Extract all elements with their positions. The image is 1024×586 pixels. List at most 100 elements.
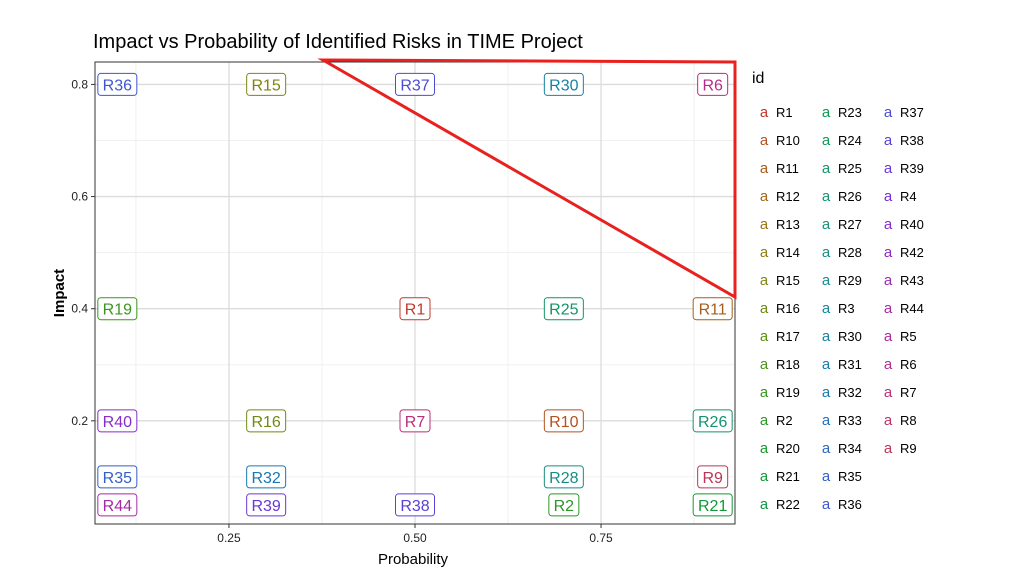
legend-column: a R1 a R10 a R11 a R12 a R13 a R14 a R15 a R16 a R17 a R18 a… xyxy=(752,98,804,518)
data-label-box xyxy=(246,72,287,96)
legend-item-r15: a R15 xyxy=(752,266,804,294)
legend-label: R44 xyxy=(900,300,924,316)
legend-item-r27: a R27 xyxy=(814,210,866,238)
legend-column: a R37 a R38 a R39 a R4 a R40 a R42 a R43 a R44 a R5 a R6 a R7… xyxy=(876,98,928,518)
legend-item-r1: a R1 xyxy=(752,98,804,126)
legend-columns: a R1 a R10 a R11 a R12 a R13 a R14 a R15 a R16 a R17 a R18 a… xyxy=(752,98,928,518)
legend-label: R24 xyxy=(838,132,862,148)
legend-label: R16 xyxy=(776,300,800,316)
chart-title: Impact vs Probability of Identified Risk… xyxy=(93,31,583,53)
legend-key: a xyxy=(883,187,893,205)
data-point-r1: R1 xyxy=(399,297,431,321)
legend-item-r44: a R44 xyxy=(876,294,928,322)
data-point-r26: R26 xyxy=(692,409,733,433)
legend-label: R11 xyxy=(776,160,799,176)
legend-item-r21: a R21 xyxy=(752,462,804,490)
legend-label: R35 xyxy=(838,468,862,484)
legend-label: R43 xyxy=(900,272,924,288)
legend-key: a xyxy=(759,187,769,205)
legend-item-r10: a R10 xyxy=(752,126,804,154)
legend-title: id xyxy=(752,70,765,87)
data-point-r32: R32 xyxy=(246,465,287,489)
grid-layer xyxy=(95,62,735,524)
data-point-r2: R2 xyxy=(548,493,580,517)
data-point-r16: R16 xyxy=(246,409,287,433)
x-tick-label: 0.75 xyxy=(589,531,613,545)
data-point-r37: R37 xyxy=(395,72,435,96)
legend-item-r22: a R22 xyxy=(752,490,804,518)
legend-key: a xyxy=(759,131,769,149)
data-point-r28: R28 xyxy=(543,465,584,489)
legend-label: R3 xyxy=(838,300,855,316)
legend-item-r23: a R23 xyxy=(814,98,866,126)
legend-key: a xyxy=(821,103,831,121)
legend-item-r28: a R28 xyxy=(814,238,866,266)
legend-key: a xyxy=(821,327,831,345)
legend-item-r2: a R2 xyxy=(752,406,804,434)
data-point-r44: R44 xyxy=(97,493,138,517)
legend-item-r24: a R24 xyxy=(814,126,866,154)
data-label: R40 xyxy=(103,414,132,431)
legend-label: R29 xyxy=(838,272,862,288)
legend-item-r19: a R19 xyxy=(752,378,804,406)
legend-key: a xyxy=(821,439,831,457)
legend-label: R21 xyxy=(776,468,800,484)
data-label-box xyxy=(543,297,584,321)
legend-item-r12: a R12 xyxy=(752,182,804,210)
legend-item-r17: a R17 xyxy=(752,322,804,350)
data-point-r19: R19 xyxy=(97,297,138,321)
legend-label: R39 xyxy=(900,160,924,176)
data-label-box xyxy=(97,465,138,489)
red-triangle-annotation xyxy=(317,58,737,300)
y-axis-label: Impact xyxy=(51,269,68,317)
data-label-box xyxy=(97,297,138,321)
legend-column: a R23 a R24 a R25 a R26 a R27 a R28 a R29 a R3 a R30 a R31 a… xyxy=(814,98,866,518)
legend-item-r20: a R20 xyxy=(752,434,804,462)
legend-key: a xyxy=(821,411,831,429)
legend-item-r13: a R13 xyxy=(752,210,804,238)
legend-label: R12 xyxy=(776,188,800,204)
legend-label: R18 xyxy=(776,356,800,372)
legend-key: a xyxy=(883,411,893,429)
legend-key: a xyxy=(759,467,769,485)
data-point-r36: R36 xyxy=(97,72,138,96)
legend-label: R6 xyxy=(900,356,917,372)
legend-item-r36: a R36 xyxy=(814,490,866,518)
legend-key: a xyxy=(821,467,831,485)
legend-item-r14: a R14 xyxy=(752,238,804,266)
data-label-box xyxy=(97,409,138,433)
legend-label: R36 xyxy=(838,496,862,512)
data-label: R39 xyxy=(251,498,280,515)
data-label: R7 xyxy=(405,414,426,431)
legend-label: R26 xyxy=(838,188,862,204)
data-label: R19 xyxy=(103,302,132,319)
legend-key: a xyxy=(821,495,831,513)
legend-label: R32 xyxy=(838,384,862,400)
legend-key: a xyxy=(821,159,831,177)
data-label-box xyxy=(246,465,287,489)
legend-item-r43: a R43 xyxy=(876,266,928,294)
legend-key: a xyxy=(759,159,769,177)
data-label-box xyxy=(246,409,287,433)
data-label: R11 xyxy=(699,302,727,319)
legend-item-r38: a R38 xyxy=(876,126,928,154)
legend-key: a xyxy=(821,215,831,233)
data-label-box xyxy=(543,72,584,96)
data-label: R38 xyxy=(400,498,429,515)
legend-label: R31 xyxy=(838,356,862,372)
data-label: R1 xyxy=(405,302,426,319)
legend-label: R8 xyxy=(900,412,917,428)
data-label: R9 xyxy=(702,470,723,487)
scatter-plot: 0.25 0.50 0.750.20.40.60.8 R36 R15 R37 R30 R6R… xyxy=(51,58,737,568)
data-label-box xyxy=(395,493,435,517)
legend-label: R1 xyxy=(776,104,793,120)
legend-key: a xyxy=(759,103,769,121)
legend: id a R1 a R10 a R11 a R12 a R13 a R14 a R15 a R16 a R17 a R… xyxy=(752,70,928,518)
data-point-r39: R39 xyxy=(246,493,287,517)
legend-key: a xyxy=(821,131,831,149)
data-point-r35: R35 xyxy=(97,465,138,489)
data-label: R36 xyxy=(103,77,132,94)
data-label: R26 xyxy=(698,414,727,431)
legend-key: a xyxy=(883,215,893,233)
legend-key: a xyxy=(759,383,769,401)
